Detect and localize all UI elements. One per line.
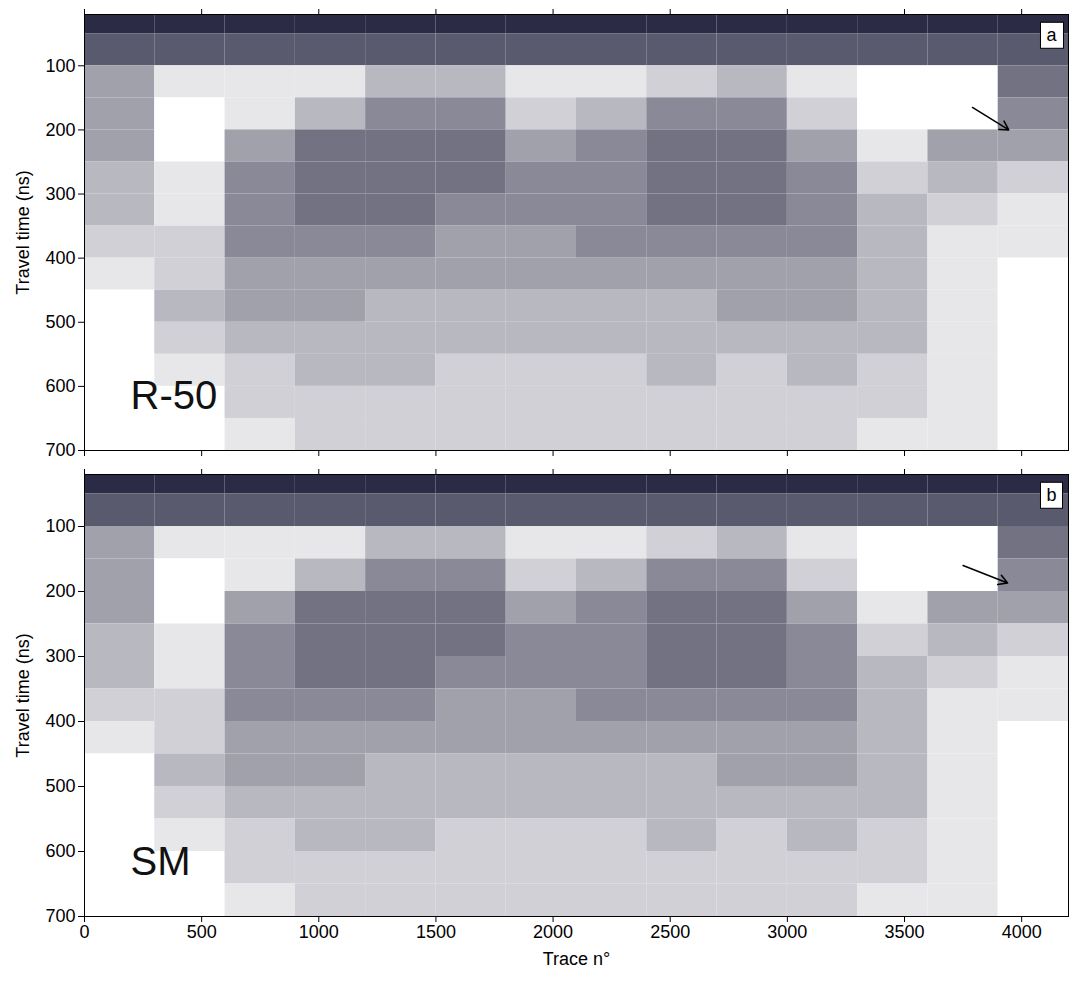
svg-text:300: 300	[45, 184, 75, 204]
svg-text:600: 600	[45, 376, 75, 396]
svg-text:500: 500	[45, 776, 75, 796]
svg-text:SM: SM	[131, 839, 191, 883]
svg-text:200: 200	[45, 581, 75, 601]
svg-text:500: 500	[187, 922, 217, 942]
svg-text:b: b	[1046, 485, 1056, 505]
svg-text:500: 500	[45, 312, 75, 332]
svg-text:Travel time (ns): Travel time (ns)	[13, 170, 33, 294]
svg-text:100: 100	[45, 516, 75, 536]
svg-text:3500: 3500	[884, 922, 924, 942]
svg-text:600: 600	[45, 841, 75, 861]
svg-text:a: a	[1046, 25, 1057, 45]
svg-text:R-50: R-50	[131, 373, 218, 417]
svg-text:0: 0	[79, 922, 89, 942]
svg-text:3000: 3000	[767, 922, 807, 942]
svg-text:700: 700	[45, 440, 75, 460]
svg-text:400: 400	[45, 711, 75, 731]
svg-text:400: 400	[45, 248, 75, 268]
svg-text:700: 700	[45, 906, 75, 926]
svg-text:2500: 2500	[650, 922, 690, 942]
svg-text:2000: 2000	[533, 922, 573, 942]
svg-text:Travel time (ns): Travel time (ns)	[13, 633, 33, 757]
svg-text:Trace n°: Trace n°	[543, 949, 611, 969]
svg-text:300: 300	[45, 646, 75, 666]
svg-text:4000: 4000	[1002, 922, 1042, 942]
svg-text:200: 200	[45, 120, 75, 140]
svg-text:100: 100	[45, 56, 75, 76]
svg-text:1500: 1500	[416, 922, 456, 942]
svg-text:1000: 1000	[299, 922, 339, 942]
